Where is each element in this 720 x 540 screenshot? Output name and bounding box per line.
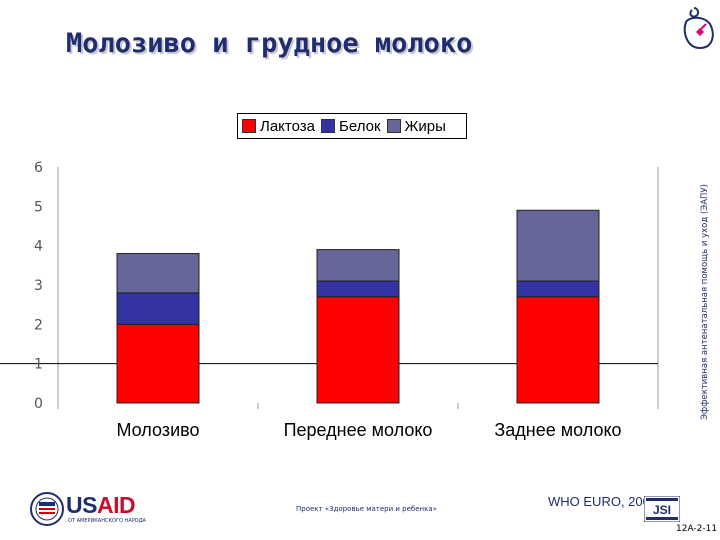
bar-protein-1 xyxy=(316,280,400,298)
y-tick-label-3: 3 xyxy=(34,278,43,294)
page-title: Молозиво и грудное молоко xyxy=(66,28,473,59)
bar-protein-2 xyxy=(516,280,600,298)
x-category-label-0: Молозиво xyxy=(116,420,199,440)
program-logo xyxy=(683,7,714,50)
bar-fat-2 xyxy=(516,209,600,282)
x-category-label-1: Переднее молоко xyxy=(284,420,433,440)
y-tick-label-1: 1 xyxy=(34,357,43,373)
legend-label-protein: Белок xyxy=(339,117,381,135)
x-category-label-2: Заднее молоко xyxy=(494,420,621,440)
footer-source: WHO EURO, 2002 xyxy=(548,494,658,509)
bar-fat-0 xyxy=(116,253,200,294)
y-tick-label-2: 2 xyxy=(34,317,43,333)
y-tick-label-0: 0 xyxy=(34,396,43,412)
usaid-logo: USAID ОТ АМЕРИКАНСКОГО НАРОДА xyxy=(30,492,150,528)
legend-item-fat: Жиры xyxy=(386,117,446,135)
slide-code: 12A-2-11 xyxy=(676,524,718,534)
bar-lactose-2 xyxy=(516,296,600,404)
svg-text:JSI: JSI xyxy=(653,503,671,517)
usaid-seal-icon xyxy=(30,492,64,526)
bar-lactose-0 xyxy=(116,323,200,404)
bar-fat-1 xyxy=(316,249,400,282)
footer-project: Проект «Здоровье матери и ребенка» xyxy=(296,505,437,513)
bar-protein-0 xyxy=(116,292,200,325)
legend-item-lactose: Лактоза xyxy=(242,118,315,135)
legend-label-fat: Жиры xyxy=(404,117,446,135)
chart-legend: Лактоза Белок Жиры xyxy=(237,113,467,139)
stacked-bar-chart: 0 1 2 3 4 5 6 Молозиво Переднее молоко Заднее мол… xyxy=(0,160,659,440)
jsi-logo: JSI xyxy=(644,496,680,522)
usaid-wordmark: USAID xyxy=(66,492,136,518)
y-tick-label-5: 5 xyxy=(34,199,43,215)
legend-item-protein: Белок xyxy=(321,118,381,135)
y-tick-label-6: 6 xyxy=(34,160,43,176)
usaid-subtext: ОТ АМЕРИКАНСКОГО НАРОДА xyxy=(68,518,146,524)
legend-swatch-lactose xyxy=(242,119,256,133)
bar-lactose-1 xyxy=(316,296,400,404)
legend-swatch-fat xyxy=(386,119,401,133)
y-tick-label-4: 4 xyxy=(34,239,43,255)
legend-label-lactose: Лактоза xyxy=(260,117,316,135)
legend-swatch-protein xyxy=(321,119,336,133)
